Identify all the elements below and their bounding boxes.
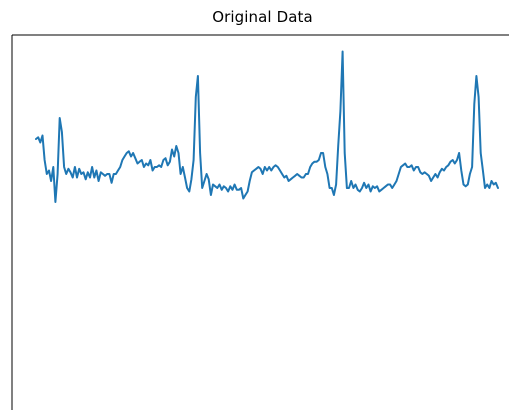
ecg-series-line bbox=[35, 50, 499, 203]
chart-title: Original Data bbox=[212, 8, 313, 26]
plot-frame bbox=[11, 34, 509, 410]
